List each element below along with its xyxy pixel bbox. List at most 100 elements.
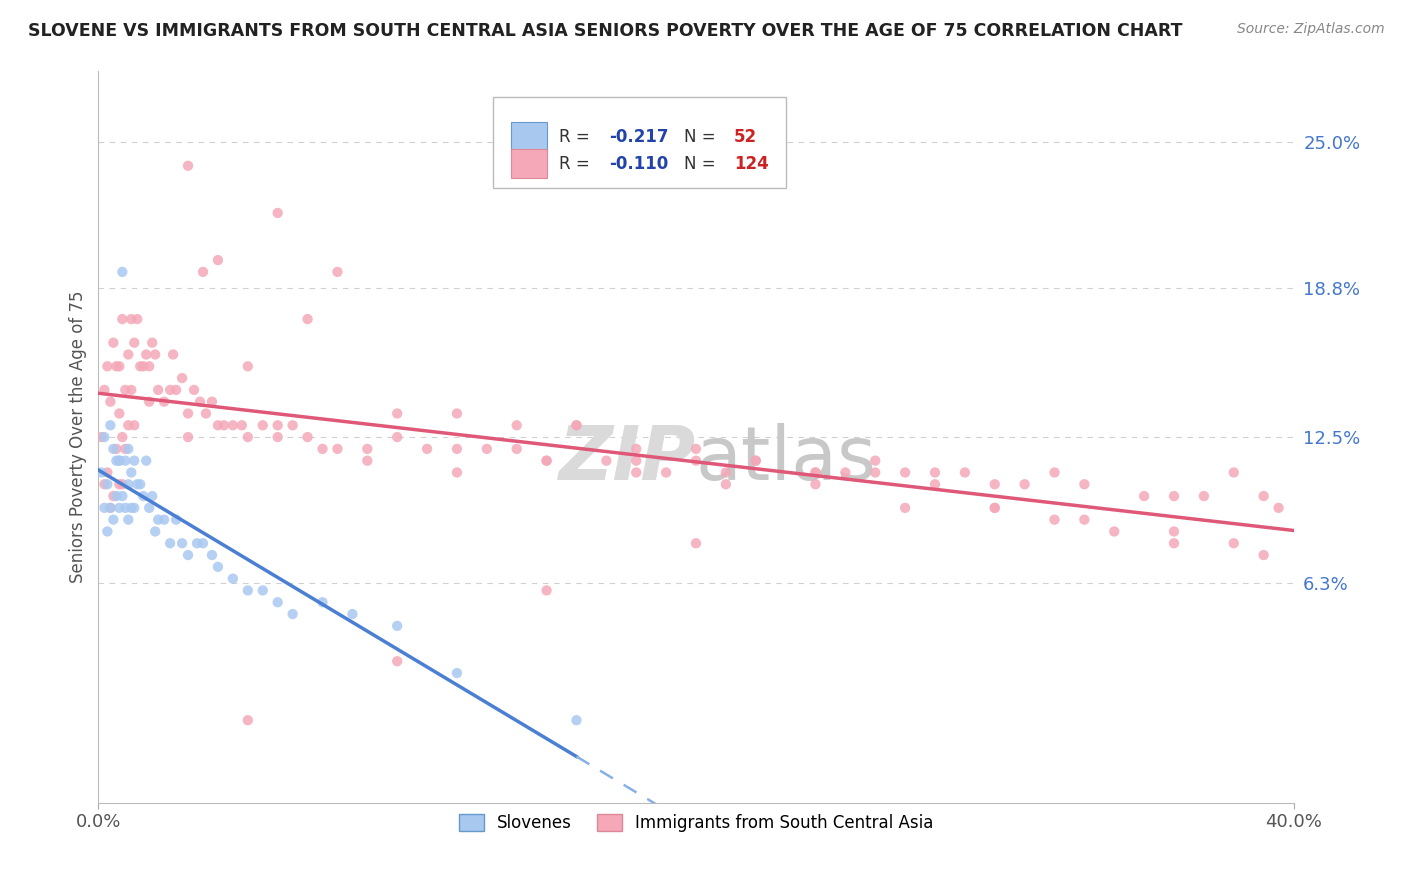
- Point: [236, 583, 259, 598]
- Point: [153, 394, 176, 409]
- Point: [114, 453, 136, 467]
- Point: [281, 418, 304, 433]
- Point: [565, 713, 588, 727]
- Point: [183, 383, 205, 397]
- Point: [804, 477, 827, 491]
- Text: -0.217: -0.217: [609, 128, 668, 145]
- Point: [138, 359, 160, 374]
- Point: [655, 466, 678, 480]
- Point: [191, 536, 214, 550]
- Point: [201, 548, 224, 562]
- Point: [108, 407, 131, 421]
- Point: [148, 513, 170, 527]
- Point: [111, 312, 134, 326]
- Point: [132, 489, 155, 503]
- Text: atlas: atlas: [696, 423, 877, 496]
- Point: [159, 536, 181, 550]
- Point: [177, 430, 200, 444]
- Point: [117, 418, 139, 433]
- Point: [506, 418, 529, 433]
- Point: [311, 442, 333, 456]
- Point: [114, 442, 136, 456]
- Point: [117, 477, 139, 491]
- Point: [120, 312, 142, 326]
- Point: [162, 347, 184, 361]
- Point: [297, 312, 319, 326]
- Text: Source: ZipAtlas.com: Source: ZipAtlas.com: [1237, 22, 1385, 37]
- Point: [127, 312, 149, 326]
- Point: [231, 418, 253, 433]
- Point: [111, 489, 134, 503]
- Point: [1104, 524, 1126, 539]
- Point: [252, 583, 274, 598]
- Point: [1133, 489, 1156, 503]
- Point: [120, 383, 142, 397]
- Point: [201, 394, 224, 409]
- Point: [626, 442, 648, 456]
- Bar: [510, 122, 547, 152]
- Point: [536, 453, 558, 467]
- Text: ZIP: ZIP: [558, 423, 696, 496]
- Point: [267, 595, 290, 609]
- Point: [108, 453, 131, 467]
- Point: [177, 407, 200, 421]
- Point: [894, 500, 917, 515]
- Point: [1073, 513, 1095, 527]
- Point: [984, 500, 1007, 515]
- Point: [124, 453, 146, 467]
- Point: [685, 453, 707, 467]
- Point: [984, 500, 1007, 515]
- Point: [1163, 536, 1185, 550]
- Point: [565, 418, 588, 433]
- Point: [188, 394, 211, 409]
- Point: [1192, 489, 1215, 503]
- Point: [1223, 536, 1246, 550]
- Point: [141, 489, 163, 503]
- Point: [356, 453, 378, 467]
- Point: [186, 536, 208, 550]
- Point: [98, 394, 122, 409]
- Point: [506, 442, 529, 456]
- Point: [1253, 489, 1275, 503]
- Text: 52: 52: [734, 128, 758, 145]
- Point: [143, 347, 166, 361]
- Point: [165, 383, 187, 397]
- Point: [267, 430, 290, 444]
- Point: [108, 359, 131, 374]
- Point: [96, 524, 118, 539]
- Bar: [510, 149, 547, 178]
- Point: [132, 359, 155, 374]
- Point: [148, 383, 170, 397]
- Point: [98, 500, 122, 515]
- Text: R =: R =: [558, 154, 595, 173]
- FancyBboxPatch shape: [494, 97, 786, 188]
- Point: [953, 466, 976, 480]
- Point: [105, 453, 128, 467]
- Point: [865, 453, 887, 467]
- Point: [267, 206, 290, 220]
- Point: [103, 442, 125, 456]
- Point: [385, 430, 409, 444]
- Point: [356, 442, 378, 456]
- Point: [191, 265, 214, 279]
- Point: [93, 383, 115, 397]
- Y-axis label: Seniors Poverty Over the Age of 75: Seniors Poverty Over the Age of 75: [69, 291, 87, 583]
- Point: [1267, 500, 1289, 515]
- Point: [326, 265, 349, 279]
- Point: [93, 430, 115, 444]
- Point: [446, 666, 468, 681]
- Point: [446, 442, 468, 456]
- Point: [96, 359, 118, 374]
- Point: [804, 466, 827, 480]
- Point: [311, 595, 333, 609]
- Point: [98, 500, 122, 515]
- Point: [236, 359, 259, 374]
- Point: [127, 477, 149, 491]
- Point: [159, 383, 181, 397]
- Point: [93, 477, 115, 491]
- Point: [714, 466, 737, 480]
- Point: [117, 442, 139, 456]
- Text: N =: N =: [685, 128, 721, 145]
- Point: [103, 335, 125, 350]
- Point: [114, 500, 136, 515]
